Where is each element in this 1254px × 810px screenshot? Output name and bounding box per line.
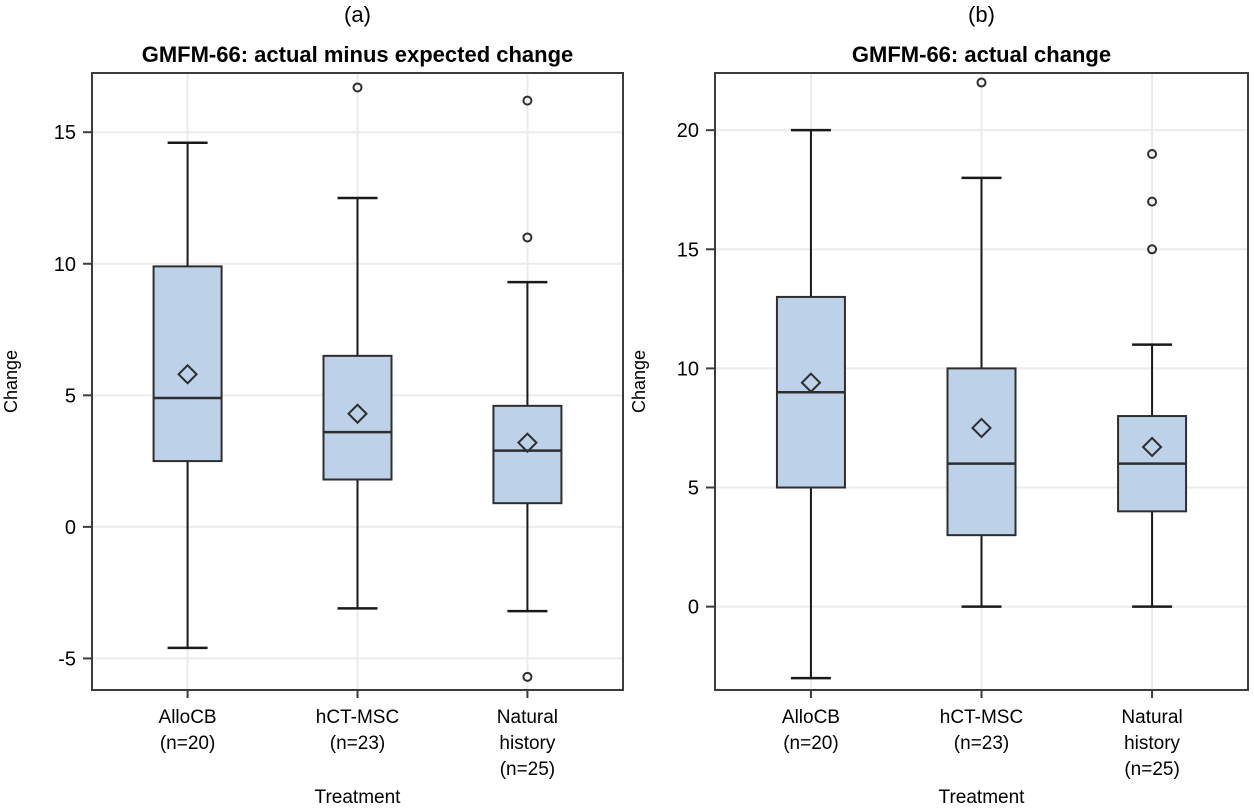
outlier-point [1147, 244, 1158, 255]
x-category-label: (n=23) [330, 733, 385, 754]
mean-diamond [800, 372, 822, 394]
panel-a: -5 0 5 10 15 AlloCB (n=20) hCT-MSC (n=23) Natural… [1, 2, 624, 808]
iqr-box [322, 354, 393, 481]
mean-diamond [347, 403, 368, 425]
y-tick-label: 20 [677, 120, 699, 142]
x-category-label: (n=23) [954, 733, 1009, 754]
y-tick-label: 10 [677, 358, 699, 380]
x-category-label: Natural [1121, 707, 1182, 728]
y-tick-label: 10 [54, 254, 76, 276]
outlier-point [976, 77, 987, 88]
x-category-label: (n=25) [1124, 759, 1179, 780]
x-category-label: history [1124, 733, 1180, 754]
x-category-label: (n=25) [500, 759, 555, 780]
y-axis-title: Change [629, 350, 649, 413]
panel-a-chart: -5 0 5 10 15 AlloCB (n=20) hCT-MSC (n=23) Natural… [1, 2, 624, 808]
outlier-point [522, 671, 533, 682]
x-category-label: AlloCB [159, 707, 217, 728]
x-category-label: history [499, 733, 555, 754]
outlier-point [1147, 196, 1158, 207]
y-tick-label: 5 [688, 478, 699, 500]
panel-label: (a) [344, 2, 371, 27]
x-axis-title: Treatment [315, 787, 402, 808]
x-category-label: Natural [497, 707, 558, 728]
outlier-point [1147, 148, 1158, 159]
x-axis-title: Treatment [939, 787, 1026, 808]
x-category-label: (n=20) [160, 733, 215, 754]
x-category-label: (n=20) [783, 733, 838, 754]
mean-diamond [971, 417, 992, 439]
x-category-label: AlloCB [782, 707, 840, 728]
outlier-point [352, 82, 363, 93]
panel-b: 0 5 10 15 20 AlloCB (n=20) hCT-MSC (n=23) Natural… [627, 0, 1254, 810]
y-tick-label: -5 [58, 648, 76, 670]
outlier-point [522, 95, 533, 106]
y-tick-label: 5 [65, 385, 76, 407]
panel-label: (b) [968, 2, 995, 27]
mean-diamond [177, 363, 198, 385]
y-tick-label: 15 [677, 239, 699, 261]
panel-background [627, 0, 1254, 810]
y-tick-label: 0 [688, 597, 699, 619]
chart-title: GMFM-66: actual change [852, 42, 1111, 67]
y-tick-label: 0 [65, 517, 76, 539]
x-category-label: hCT-MSC [316, 707, 399, 728]
mean-diamond [517, 432, 538, 454]
x-category-label: hCT-MSC [940, 707, 1023, 728]
panel-b-chart: 0 5 10 15 20 AlloCB (n=20) hCT-MSC (n=23) Natural… [627, 0, 1254, 810]
mean-diamond [1141, 436, 1163, 458]
outlier-point [522, 232, 533, 243]
y-axis-title: Change [1, 350, 21, 413]
y-tick-label: 15 [54, 122, 76, 144]
iqr-box [492, 404, 563, 505]
chart-title: GMFM-66: actual minus expected change [142, 42, 574, 67]
iqr-box [946, 367, 1017, 537]
iqr-box [152, 265, 223, 463]
